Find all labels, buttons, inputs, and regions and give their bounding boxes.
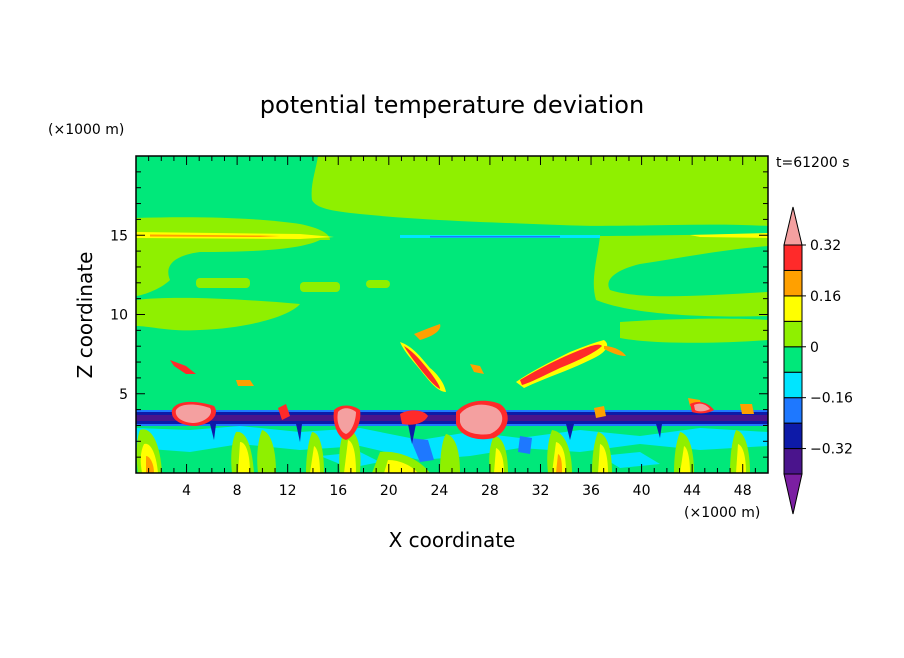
field-blob-5-core <box>694 403 710 412</box>
field-plume-right-extension <box>604 346 626 356</box>
colorbar-box <box>783 346 803 373</box>
field-column-1-hot <box>146 456 154 473</box>
field-lower-cyan-3 <box>600 452 660 468</box>
x-tick-label: 32 <box>532 483 550 499</box>
colorbar-tick-label: −0.32 <box>810 442 853 458</box>
field-inversion-drip-5 <box>656 424 662 438</box>
colorbar-tick-label: 0.32 <box>810 238 841 254</box>
time-label: t=61200 s <box>776 155 850 171</box>
x-tick-label: 40 <box>633 483 651 499</box>
colorbar: −0.32 −0.16 0 0.16 0.32 <box>783 206 853 515</box>
colorbar-box <box>783 269 803 297</box>
colorbar-box <box>783 371 803 399</box>
x-tick-label: 20 <box>380 483 398 499</box>
field-blob-4-core <box>460 404 503 435</box>
field-inversion-drip-1 <box>210 424 216 440</box>
x-tick-label: 28 <box>481 483 499 499</box>
field-layer-15km-right <box>690 233 768 238</box>
field-plume-mid-small <box>470 364 484 374</box>
field-plume-left-core <box>404 346 440 389</box>
field-region-left-low <box>136 297 300 331</box>
field-blob-7 <box>594 406 606 418</box>
x-axis-label: X coordinate <box>389 528 516 552</box>
y-tick-label: 10 <box>110 308 128 324</box>
field-inversion-drip-2 <box>296 424 302 442</box>
field-column-4-core <box>310 446 320 473</box>
field-column-10-core <box>598 444 608 473</box>
field-column-12-core <box>736 444 746 473</box>
field-patch-3 <box>366 280 390 288</box>
x-tick-label: 12 <box>279 483 297 499</box>
y-tick-label: 15 <box>110 228 128 244</box>
colorbar-box <box>783 320 803 348</box>
y-axis-label: Z coordinate <box>73 252 97 379</box>
field-region-upper-positive <box>311 156 768 226</box>
field-layer-15km-left-orange <box>150 234 280 237</box>
colorbar-under-triangle <box>783 473 803 515</box>
x-tick-label: 24 <box>430 483 448 499</box>
field-blob-3 <box>400 410 428 425</box>
field-patch-1 <box>196 278 250 288</box>
x-unit-label: (×1000 m) <box>684 505 760 521</box>
field-layer-15km-negative-core <box>430 236 560 238</box>
field-region-right-mid <box>620 318 768 343</box>
field-column-9-hot <box>556 454 562 473</box>
field-region-left-mid <box>136 240 320 296</box>
x-tick-label: 4 <box>182 483 191 499</box>
field-plume-left-small-1 <box>170 360 196 374</box>
field-column-3 <box>257 430 276 473</box>
y-unit-label: (×1000 m) <box>48 122 124 138</box>
colorbar-box <box>783 422 803 450</box>
field-lower-blue <box>410 438 434 462</box>
x-tick-label: 36 <box>582 483 600 499</box>
plot-area <box>136 156 768 473</box>
field-blob-6 <box>278 404 290 420</box>
x-tick-label: 16 <box>329 483 347 499</box>
field-lower-blue-2 <box>518 436 532 454</box>
field-region-right-high <box>593 234 768 317</box>
field-plume-left-small-2 <box>236 380 254 386</box>
field-column-6-core <box>384 460 418 473</box>
field-inversion-drip-4 <box>566 424 574 440</box>
field-inversion-core <box>136 415 768 421</box>
field-column-11-core <box>680 446 690 473</box>
field-blob-1-core <box>175 404 212 423</box>
colorbar-box <box>783 295 803 322</box>
colorbar-box <box>783 448 803 475</box>
y-tick-label: 5 <box>119 387 128 403</box>
field-blob-2-core <box>337 408 356 434</box>
plot-frame <box>135 155 769 474</box>
field-inversion-drip-3 <box>408 424 416 444</box>
field-column-8-core <box>494 448 504 473</box>
field-column-5-core <box>344 440 356 473</box>
colorbar-box <box>783 244 803 271</box>
colorbar-tick-label: 0.16 <box>810 289 841 305</box>
x-tick-label: 8 <box>233 483 242 499</box>
x-tick-label: 48 <box>734 483 752 499</box>
field-patch-2 <box>300 282 340 292</box>
chart-title: potential temperature deviation <box>260 91 644 119</box>
field-column-7 <box>440 434 460 473</box>
colorbar-box <box>783 397 803 424</box>
field-blob-8 <box>740 404 754 414</box>
colorbar-tick-label: −0.16 <box>810 391 853 407</box>
x-tick-label: 44 <box>683 483 701 499</box>
field-plume-right-core <box>520 344 602 385</box>
field-plume-left-upper <box>414 324 441 340</box>
field-column-2-core <box>238 442 250 473</box>
colorbar-over-triangle <box>783 206 803 246</box>
colorbar-tick-label: 0 <box>810 340 819 356</box>
